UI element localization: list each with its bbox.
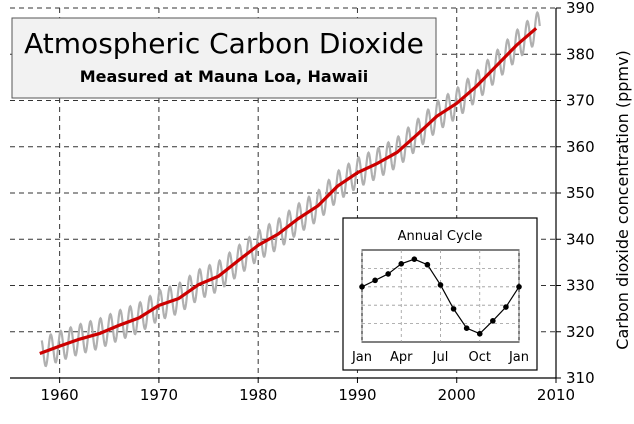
x-tick-label: 1990 bbox=[338, 386, 376, 404]
inset-x-tick-label: Oct bbox=[469, 350, 491, 365]
chart-subtitle: Measured at Mauna Loa, Hawaii bbox=[80, 67, 369, 86]
x-tick-label: 1960 bbox=[41, 386, 79, 404]
series-monthly bbox=[40, 10, 541, 368]
inset-frame bbox=[342, 217, 538, 371]
y-tick-label: 370 bbox=[566, 92, 595, 110]
x-tick-label: 1980 bbox=[239, 386, 277, 404]
y-tick-label: 380 bbox=[566, 45, 595, 63]
x-tick-label: 1970 bbox=[140, 386, 178, 404]
title-box: Atmospheric Carbon Dioxide Measured at M… bbox=[11, 17, 437, 99]
inset-point bbox=[490, 318, 496, 324]
y-tick-label: 390 bbox=[566, 0, 595, 17]
inset-point bbox=[385, 271, 391, 277]
x-tick-label: 2010 bbox=[537, 386, 575, 404]
y-tick-label: 350 bbox=[566, 184, 595, 202]
inset-point bbox=[372, 277, 378, 284]
y-tick-label: 360 bbox=[566, 138, 595, 156]
inset-point bbox=[476, 330, 483, 337]
y-axis-label: Carbon dioxide concentration (ppmv) bbox=[613, 50, 632, 349]
inset-point bbox=[359, 284, 365, 290]
inset-x-tick-label: Jul bbox=[432, 350, 449, 365]
y-tick-label: 310 bbox=[566, 369, 595, 387]
inset-point bbox=[437, 282, 444, 288]
title-box-frame bbox=[11, 17, 437, 99]
inset-point bbox=[424, 261, 431, 268]
inset-point bbox=[398, 261, 405, 267]
inset-point bbox=[463, 325, 470, 332]
inset-point bbox=[411, 256, 418, 263]
inset-annual-cycle: Annual Cycle Jan Apr Jul Oct Jan bbox=[342, 217, 538, 371]
inset-x-tick-label: Apr bbox=[390, 350, 413, 365]
chart-title: Atmospheric Carbon Dioxide bbox=[24, 27, 424, 60]
inset-x-tick-label: Jan bbox=[351, 350, 372, 365]
y-tick-label: 330 bbox=[566, 277, 595, 295]
x-tick-label: 2000 bbox=[438, 386, 476, 404]
inset-x-tick-label: Jan bbox=[508, 350, 529, 365]
y-tick-label: 320 bbox=[566, 323, 595, 341]
inset-point bbox=[503, 304, 509, 310]
inset-title: Annual Cycle bbox=[398, 229, 483, 244]
series-annual-average bbox=[39, 27, 538, 355]
y-tick-label: 340 bbox=[566, 230, 595, 248]
inset-point bbox=[516, 284, 522, 290]
inset-point bbox=[450, 306, 457, 312]
